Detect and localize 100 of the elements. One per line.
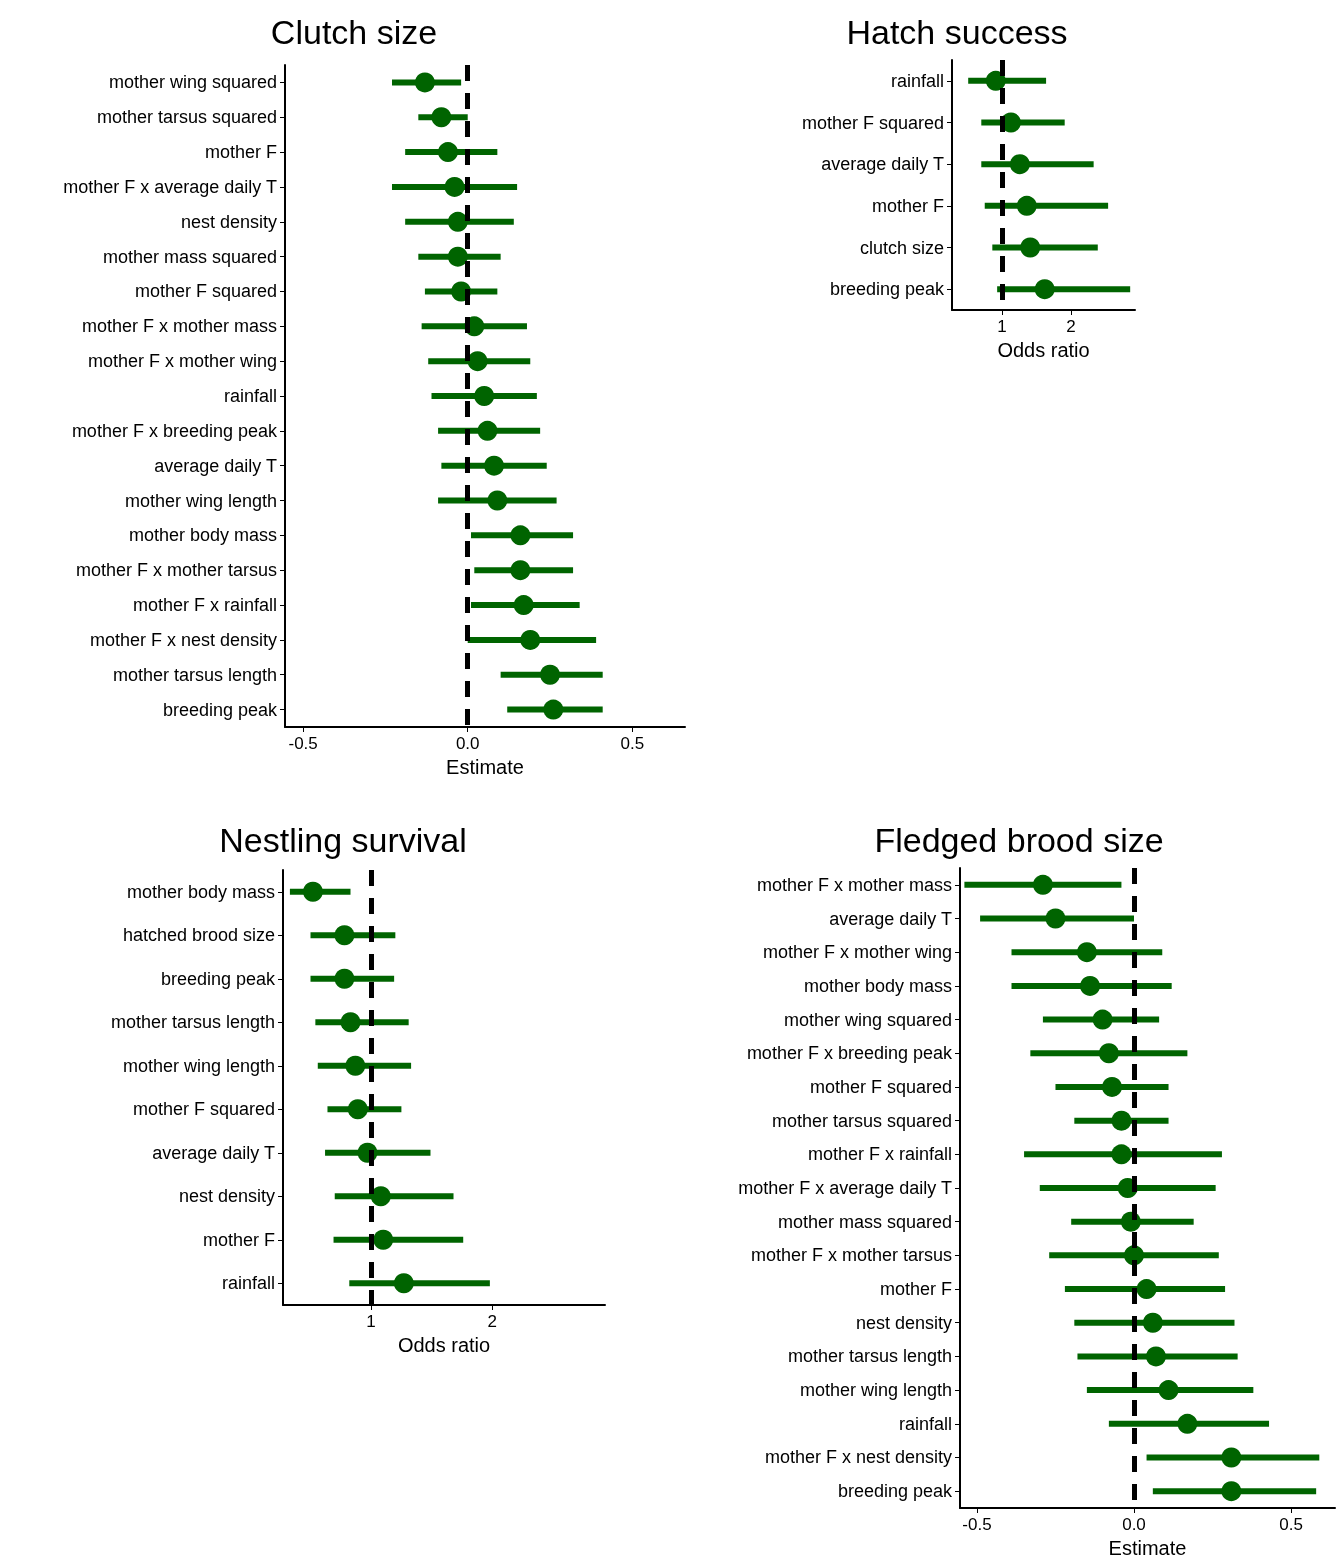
y-tick-label: mother tarsus length [110,1012,275,1033]
y-tick-label: mother F x average daily T [738,1178,952,1198]
point [1020,237,1041,258]
y-tick-label: rainfall [223,386,277,406]
point [474,386,495,406]
y-tick-label: mother F x rainfall [132,595,277,616]
y-tick-label: mother F x mother tarsus [75,560,277,581]
point [1142,1312,1163,1333]
point [447,211,468,232]
point [487,490,508,511]
y-tick-label: mother F squared [809,1076,952,1097]
point [431,107,452,128]
point [393,1273,414,1294]
x-axis-title: Odds ratio [997,338,1090,361]
x-tick-label: 0.0 [455,734,480,753]
point [370,1186,391,1207]
point [444,176,465,197]
y-tick-label: mother F x mother mass [81,316,277,337]
x-tick-label: 1 [997,317,1007,336]
y-tick-label: breeding peak [162,699,278,720]
y-tick-label: mother wing length [122,1055,275,1076]
y-tick-label: mother F x mother wing [87,351,277,372]
point [477,420,498,441]
y-tick-label: mother F [879,1279,952,1300]
point [437,142,458,163]
point [985,70,1006,91]
y-tick-label: average daily T [152,1142,275,1163]
y-tick-label: mother F x mother wing [762,942,952,963]
y-tick-label: nest density [180,211,277,232]
x-tick-label: 2 [487,1312,498,1331]
point [510,560,531,581]
point [1034,279,1055,300]
y-tick-label: average daily T [829,908,952,929]
point [1098,1043,1119,1064]
y-tick-label: mother F x nest density [89,629,277,650]
y-tick-label: breeding peak [160,968,276,989]
y-tick-label: mother wing length [799,1380,952,1401]
x-tick-label: 0.0 [1122,1515,1146,1534]
chart-title: Clutch size [270,13,438,51]
y-tick-label: mother tarsus squared [96,107,277,128]
point [1111,1144,1132,1165]
y-tick-label: mother F squared [801,112,944,133]
y-tick-label: mother F [871,195,944,216]
y-tick-label: mother F x mother mass [756,874,952,895]
y-tick-label: mother F x mother tarsus [750,1245,952,1266]
y-tick-label: mother body mass [126,881,275,902]
y-tick-label: average daily T [154,455,277,476]
y-tick-label: mother wing squared [108,72,277,93]
y-tick-label: mother F [202,1229,275,1250]
y-tick-label: mother wing squared [783,1009,952,1030]
chart-title: Nestling survival [219,821,467,859]
point [1076,942,1097,963]
y-tick-label: mother F x nest density [764,1447,952,1468]
y-tick-label: nest density [855,1312,952,1333]
point [1009,154,1030,175]
x-tick-label: 2 [1066,317,1076,336]
y-tick-label: hatched brood size [122,925,275,946]
point [1102,1076,1123,1097]
point [1016,195,1037,216]
x-tick-label: 1 [366,1312,376,1331]
point [1032,874,1053,895]
y-tick-label: rainfall [890,70,944,91]
point [1045,908,1066,929]
y-tick-label: mother F [204,142,277,163]
y-tick-label: breeding peak [837,1481,953,1502]
y-tick-label: nest density [178,1186,275,1207]
point [340,1012,361,1033]
point [1136,1279,1157,1300]
point [347,1099,368,1120]
x-tick-label: 0.5 [620,734,645,753]
y-tick-label: mother tarsus length [787,1346,952,1367]
x-axis-title: Estimate [446,755,524,778]
point [302,881,323,902]
y-tick-label: average daily T [821,154,944,175]
y-tick-label: mother wing length [124,490,277,511]
y-tick-label: mother tarsus squared [771,1110,952,1131]
y-tick-label: mother F x average daily T [63,176,277,197]
chart-title: Fledged brood size [874,821,1164,859]
point [1158,1380,1179,1401]
point [1092,1009,1113,1030]
y-tick-label: clutch size [859,237,944,258]
point [1221,1447,1242,1468]
y-tick-label: mother F x breeding peak [71,420,278,441]
point [447,246,468,267]
point [373,1229,394,1250]
y-tick-label: mother tarsus length [112,664,277,685]
point [1177,1413,1198,1434]
point [334,925,355,946]
point [334,968,355,989]
point [467,351,488,372]
y-tick-label: mother F squared [132,1099,275,1120]
x-tick-label: -0.5 [962,1515,992,1534]
y-tick-label: breeding peak [829,279,945,300]
point [510,525,531,546]
y-tick-label: mother mass squared [102,246,277,267]
y-tick-label: mother body mass [803,975,952,996]
y-tick-label: mother F x rainfall [807,1144,952,1165]
point [484,455,505,476]
y-tick-label: mother mass squared [777,1211,952,1232]
y-tick-label: mother body mass [128,525,277,546]
